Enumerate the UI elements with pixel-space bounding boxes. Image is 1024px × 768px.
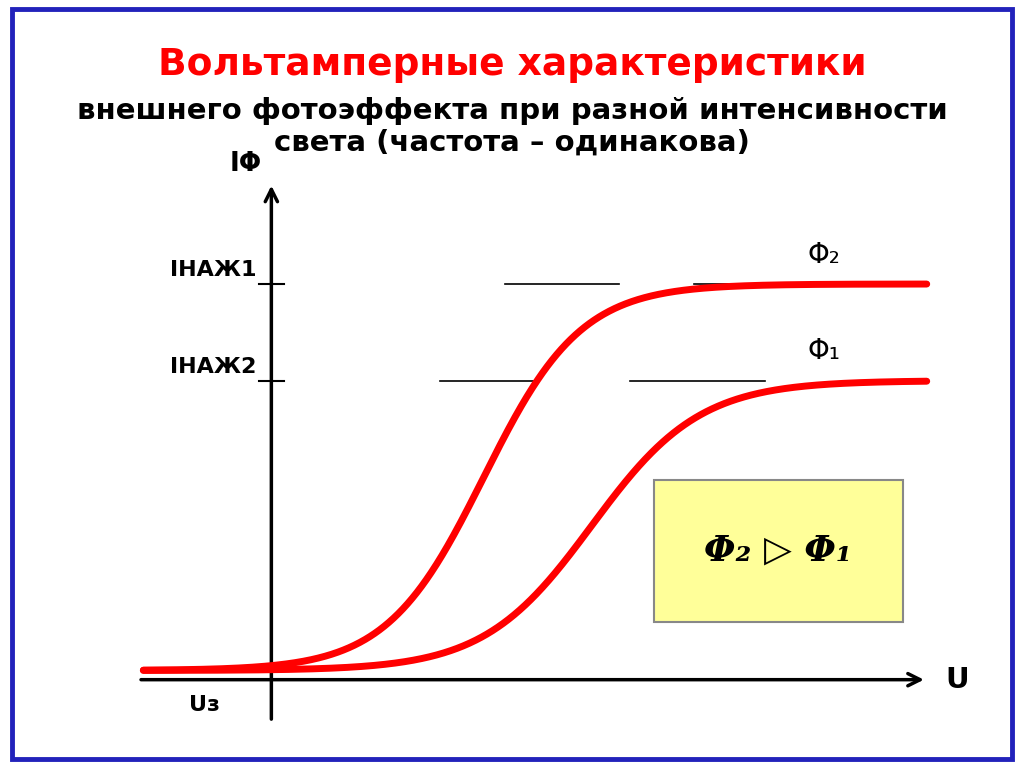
Text: внешнего фотоэффекта при разной интенсивности
света (частота – одинакова): внешнего фотоэффекта при разной интенсив… (77, 97, 947, 157)
Text: Uз: Uз (189, 695, 220, 715)
Text: IНАЖ1: IНАЖ1 (170, 260, 256, 280)
FancyBboxPatch shape (653, 479, 903, 622)
Text: Φ₂: Φ₂ (808, 240, 841, 269)
Text: IΦ: IΦ (229, 151, 262, 177)
Text: Φ₁: Φ₁ (808, 337, 841, 366)
Text: IНАЖ2: IНАЖ2 (170, 357, 256, 377)
Text: Φ₂ ▷ Φ₁: Φ₂ ▷ Φ₁ (705, 534, 852, 568)
Text: U: U (945, 666, 969, 694)
Text: Вольтамперные характеристики: Вольтамперные характеристики (158, 48, 866, 83)
